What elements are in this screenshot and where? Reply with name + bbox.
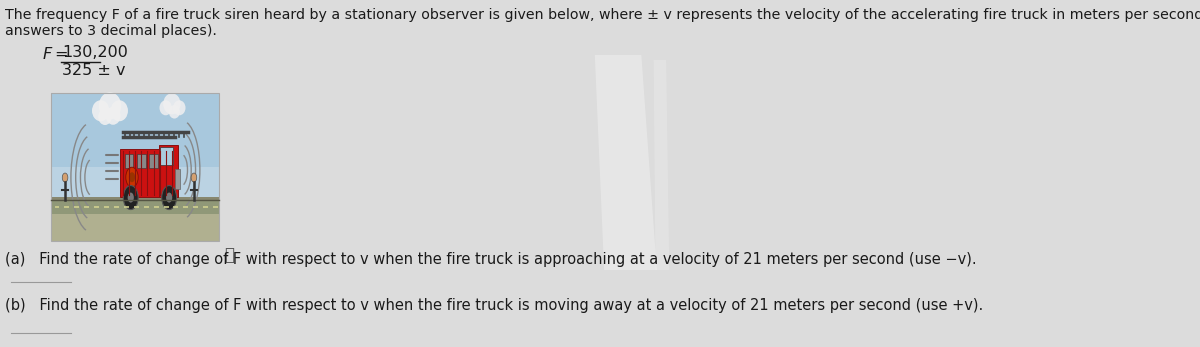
Polygon shape	[654, 60, 670, 270]
Ellipse shape	[110, 100, 128, 121]
Text: (b)   Find the rate of change of F with respect to v when the fire truck is movi: (b) Find the rate of change of F with re…	[5, 298, 983, 313]
Circle shape	[127, 193, 134, 203]
Ellipse shape	[163, 93, 180, 114]
Bar	[52, 167, 218, 197]
Bar	[158, 145, 179, 197]
Bar	[52, 93, 218, 241]
Bar	[52, 93, 218, 197]
Ellipse shape	[92, 100, 109, 121]
Text: answers to 3 decimal places).: answers to 3 decimal places).	[5, 24, 217, 38]
Bar	[175, 169, 180, 189]
Ellipse shape	[173, 100, 186, 115]
Bar	[125, 154, 133, 168]
Ellipse shape	[169, 105, 180, 119]
Circle shape	[126, 167, 138, 187]
Text: 130,200: 130,200	[62, 45, 128, 60]
Text: ⓘ: ⓘ	[223, 246, 234, 264]
Text: 325 ± v: 325 ± v	[62, 63, 126, 78]
Circle shape	[162, 186, 176, 210]
Circle shape	[128, 172, 136, 182]
Circle shape	[62, 173, 68, 182]
Bar	[52, 209, 218, 241]
Text: The frequency F of a fire truck siren heard by a stationary observer is given be: The frequency F of a fire truck siren he…	[5, 8, 1200, 22]
Bar	[160, 147, 174, 165]
Circle shape	[191, 173, 197, 182]
Bar	[52, 200, 218, 214]
Circle shape	[124, 186, 138, 210]
Bar	[149, 154, 158, 168]
Ellipse shape	[160, 100, 172, 115]
Bar	[52, 197, 218, 209]
Bar	[137, 154, 145, 168]
Text: $F=$: $F=$	[42, 46, 68, 62]
Circle shape	[166, 193, 173, 203]
Ellipse shape	[98, 92, 121, 119]
Ellipse shape	[98, 109, 112, 125]
Text: (a)   Find the rate of change of F with respect to v when the fire truck is appr: (a) Find the rate of change of F with re…	[5, 252, 977, 267]
Polygon shape	[595, 55, 656, 270]
Ellipse shape	[106, 107, 120, 125]
Bar	[120, 149, 179, 197]
